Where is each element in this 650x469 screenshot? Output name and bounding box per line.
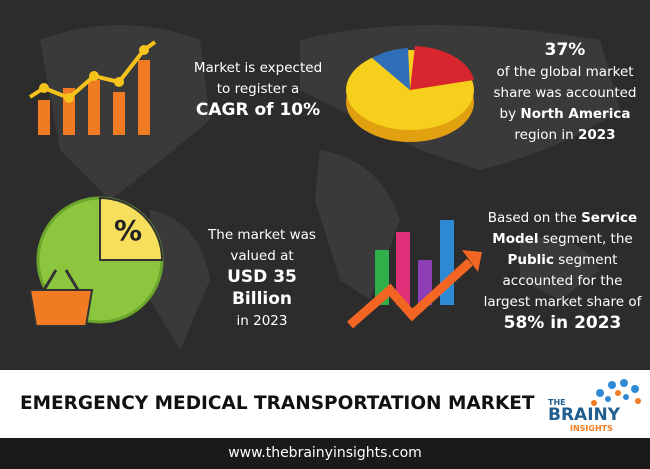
text: segment [553,252,618,268]
growth-chart-icon [28,40,157,135]
text: The market was [208,227,316,243]
highlight-text: Service [581,210,638,226]
text-line: CAGR of 10% [178,100,338,122]
text-block: Market is expected to register a CAGR of 1… [178,58,338,122]
text: valued at [230,248,294,264]
text: largest market share of [483,294,642,310]
logo-mark [591,379,641,406]
highlight-text: CAGR of 10% [195,100,321,120]
footer: www.thebrainyinsights.com [0,438,650,469]
text: of the global market [496,64,634,80]
text-line: Billion [182,289,342,311]
percent-basket-icon: % [28,196,164,327]
percent-symbol: % [114,214,142,247]
title-band [0,370,650,438]
text: to register a [216,81,300,97]
highlight-text: North America [520,106,631,122]
text-line: in 2023 [182,311,342,332]
text-line: by North America [475,104,650,125]
text-block: Based on the Service Model segment, the Pu… [470,208,650,335]
text: region in [514,127,578,143]
text-line: Market is expected [178,58,338,79]
text-line: USD 35 [182,267,342,289]
text-line: of the global market [475,62,650,83]
highlight-text: Public [507,252,554,268]
text: accounted for the [502,273,623,289]
text-line: valued at [182,246,342,267]
logo-text: THE [548,398,566,407]
text: by [499,106,521,122]
text: segment, the [538,231,633,247]
text-line: Model segment, the [470,229,650,250]
title: EMERGENCY MEDICAL TRANSPORTATION MARKET [20,393,535,414]
highlight-text: 2023 [578,127,616,143]
highlight-text: 58% in 2023 [503,313,622,333]
text: Market is expected [193,60,323,76]
text: in 2023 [236,313,288,329]
text-line: The market was [182,225,342,246]
text-line: accounted for the [470,271,650,292]
text-line: 58% in 2023 [470,313,650,335]
text-line: Public segment [470,250,650,271]
logo-text: BRAINY [548,405,621,425]
highlight-text: USD 35 [227,267,297,287]
text-block: 37% of the global market share was account… [475,40,650,146]
text-block: The market was valued at USD 35 Billion in 2… [182,225,342,332]
text-line: 37% [475,40,650,62]
text-line: largest market share of [470,292,650,313]
text-line: share was accounted [475,83,650,104]
illustrations: % [28,25,620,350]
highlight-text: 37% [544,40,586,60]
pie-icon [346,46,474,142]
logo-text: INSIGHTS [570,424,613,433]
text-line: region in 2023 [475,125,650,146]
text: share was accounted [493,85,637,101]
bar-arrow-icon [347,220,482,329]
text-line: Based on the Service [470,208,650,229]
text: Based on the [487,210,582,226]
highlight-text: Model [492,231,539,247]
highlight-text: Billion [231,289,293,309]
text-line: to register a [178,79,338,100]
